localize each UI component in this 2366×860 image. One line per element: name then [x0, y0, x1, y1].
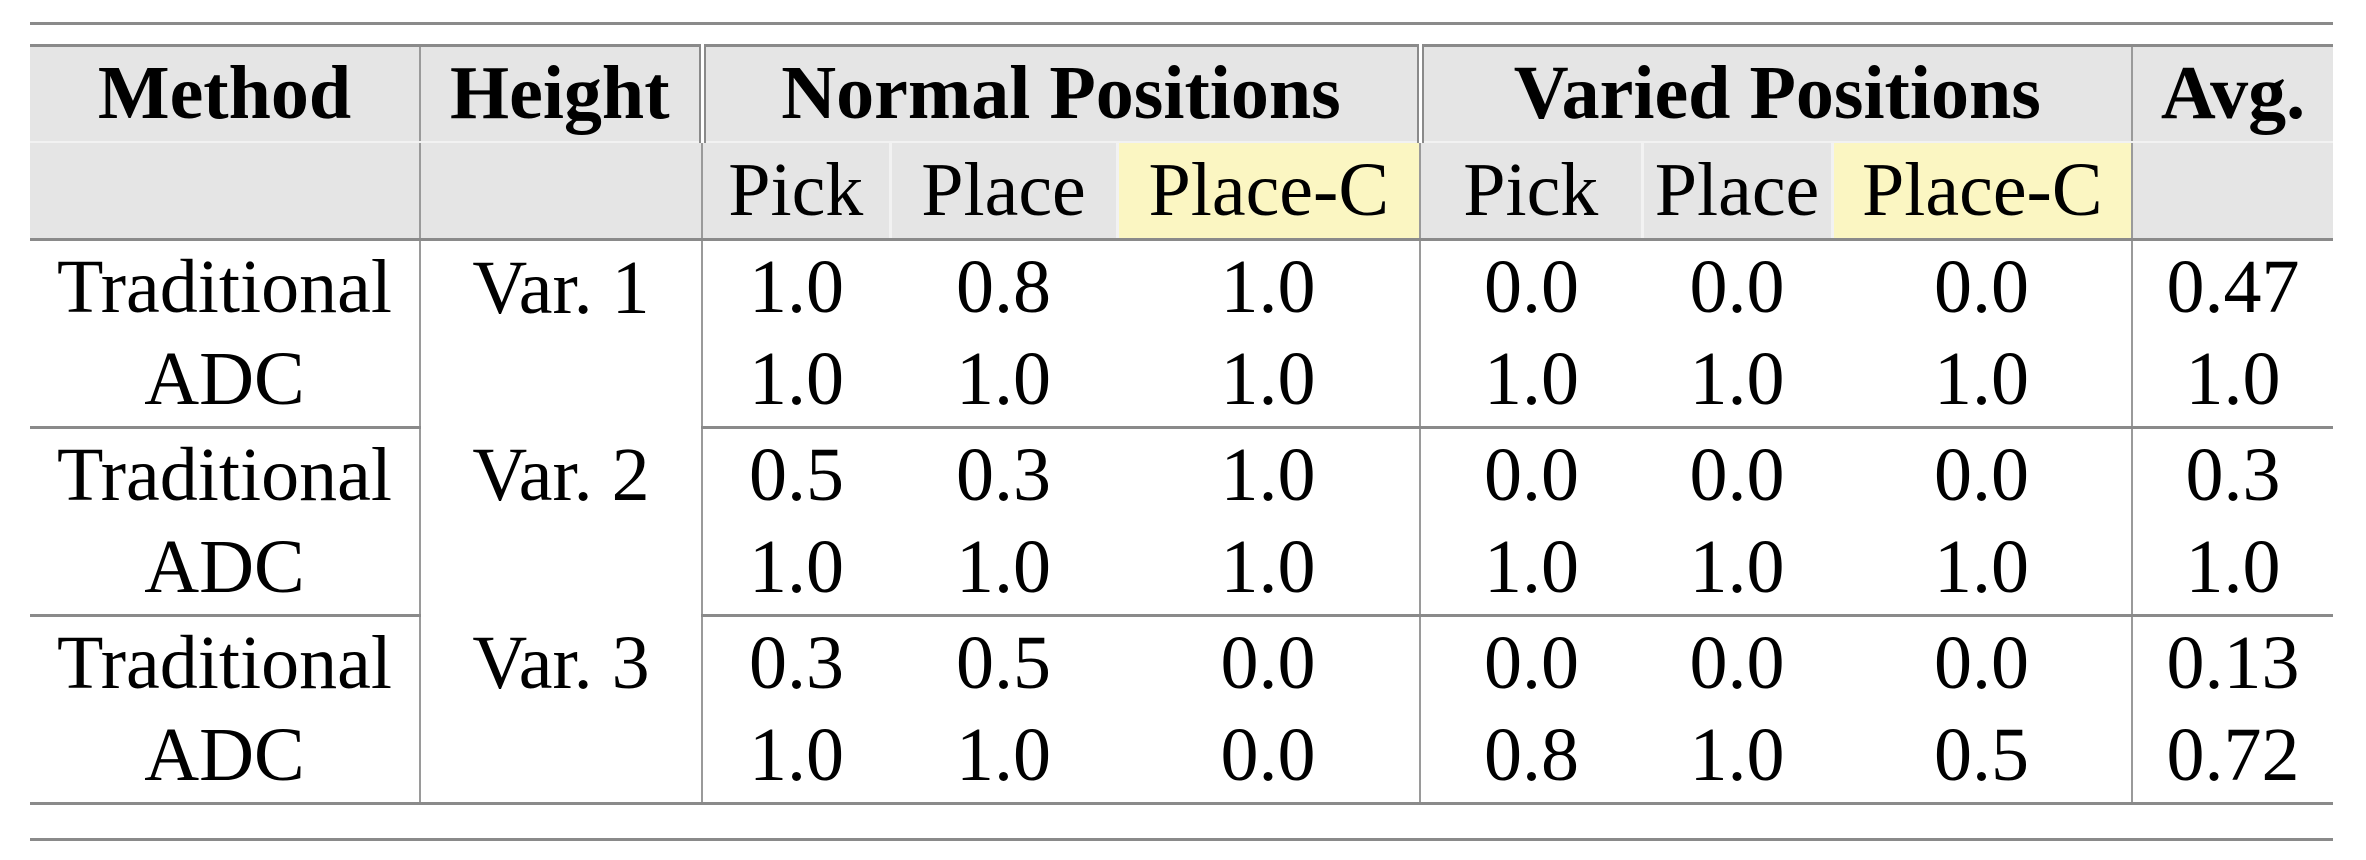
subheader-place-varied: Place [1640, 141, 1832, 241]
cell-varied-place: 1.0 [1642, 521, 1832, 617]
subheader-empty-height [419, 141, 702, 241]
cell-varied-place-c: 0.0 [1832, 427, 2133, 522]
cell-varied-place: 0.0 [1642, 427, 1832, 522]
header-height: Height [419, 45, 702, 143]
cell-height: Var. 1 [419, 239, 702, 428]
cell-varied-pick: 0.0 [1419, 615, 1642, 710]
cell-varied-place: 1.0 [1642, 709, 1832, 804]
cell-varied-place-c: 1.0 [1832, 333, 2133, 429]
cell-varied-pick: 0.0 [1419, 427, 1642, 522]
header-varied-positions: Varied Positions [1416, 45, 2133, 143]
cell-normal-place-c: 1.0 [1117, 333, 1420, 429]
subheader-empty-avg [2131, 141, 2334, 241]
cell-normal-place-c: 0.0 [1117, 615, 1420, 710]
table-row-traditional-var1: Traditional Var. 1 1.0 0.8 1.0 0.0 0.0 0… [30, 239, 2334, 428]
header-normal-positions: Normal Positions [698, 45, 1420, 143]
cell-normal-place: 0.5 [890, 615, 1117, 710]
cell-normal-place: 1.0 [890, 333, 1117, 429]
cell-normal-place-c: 1.0 [1117, 521, 1420, 617]
header-avg: Avg. [2131, 45, 2334, 143]
table-row-traditional-var3: Traditional Var. 3 0.3 0.5 0.0 0.0 0.0 0… [30, 615, 2334, 804]
cell-varied-place: 0.0 [1642, 239, 1832, 334]
cell-method: ADC [30, 521, 420, 617]
cell-normal-place: 1.0 [890, 521, 1117, 617]
cell-varied-pick: 0.8 [1419, 709, 1642, 804]
cell-height: Var. 2 [419, 427, 702, 616]
cell-varied-pick: 0.0 [1419, 239, 1642, 334]
bottom-outer-rule [30, 838, 2333, 841]
cell-method: ADC [30, 709, 420, 804]
cell-normal-pick: 1.0 [701, 239, 890, 334]
cell-avg: 0.47 [2131, 239, 2334, 334]
cell-normal-pick: 1.0 [701, 521, 890, 617]
table-row-adc-var1: ADC 1.0 1.0 1.0 1.0 1.0 1.0 1.0 [30, 333, 2334, 429]
cell-normal-place-c: 0.0 [1117, 709, 1420, 804]
cell-varied-place-c: 0.0 [1832, 239, 2133, 334]
cell-varied-place: 1.0 [1642, 333, 1832, 429]
cell-avg: 0.72 [2131, 709, 2334, 804]
cell-avg: 0.3 [2131, 427, 2334, 522]
cell-varied-place-c: 0.5 [1832, 709, 2133, 804]
cell-height: Var. 3 [419, 615, 702, 804]
cell-normal-pick: 1.0 [701, 333, 890, 429]
results-table: Method Height Normal Positions Varied Po… [30, 44, 2334, 805]
cell-normal-pick: 1.0 [701, 709, 890, 804]
cell-normal-pick: 0.5 [701, 427, 890, 522]
cell-method: Traditional [30, 239, 420, 334]
cell-normal-pick: 0.3 [701, 615, 890, 710]
subheader-pick-varied: Pick [1419, 141, 1642, 241]
table-row-traditional-var2: Traditional Var. 2 0.5 0.3 1.0 0.0 0.0 0… [30, 427, 2334, 616]
cell-avg: 0.13 [2131, 615, 2334, 710]
cell-normal-place: 0.8 [890, 239, 1117, 334]
subheader-place-normal: Place [888, 141, 1117, 241]
header-method: Method [30, 45, 420, 143]
subheader-pick-normal: Pick [701, 141, 890, 241]
header-row-groups: Method Height Normal Positions Varied Po… [30, 45, 2334, 143]
cell-varied-pick: 1.0 [1419, 333, 1642, 429]
cell-varied-place-c: 0.0 [1832, 615, 2133, 710]
subheader-empty-method [30, 141, 420, 241]
cell-method: ADC [30, 333, 420, 429]
top-outer-rule [30, 22, 2333, 25]
subheader-place-c-normal: Place-C [1115, 141, 1420, 241]
subheader-place-c-varied: Place-C [1830, 141, 2133, 241]
cell-normal-place: 1.0 [890, 709, 1117, 804]
cell-varied-place-c: 1.0 [1832, 521, 2133, 617]
cell-varied-place: 0.0 [1642, 615, 1832, 710]
cell-normal-place: 0.3 [890, 427, 1117, 522]
table-row-adc-var3: ADC 1.0 1.0 0.0 0.8 1.0 0.5 0.72 [30, 709, 2334, 804]
cell-avg: 1.0 [2131, 521, 2334, 617]
cell-normal-place-c: 1.0 [1117, 239, 1420, 334]
cell-method: Traditional [30, 427, 420, 522]
cell-avg: 1.0 [2131, 333, 2334, 429]
header-row-sub: Pick Place Place-C Pick Place Place-C [30, 141, 2334, 241]
cell-varied-pick: 1.0 [1419, 521, 1642, 617]
cell-method: Traditional [30, 615, 420, 710]
table-row-adc-var2: ADC 1.0 1.0 1.0 1.0 1.0 1.0 1.0 [30, 521, 2334, 617]
cell-normal-place-c: 1.0 [1117, 427, 1420, 522]
